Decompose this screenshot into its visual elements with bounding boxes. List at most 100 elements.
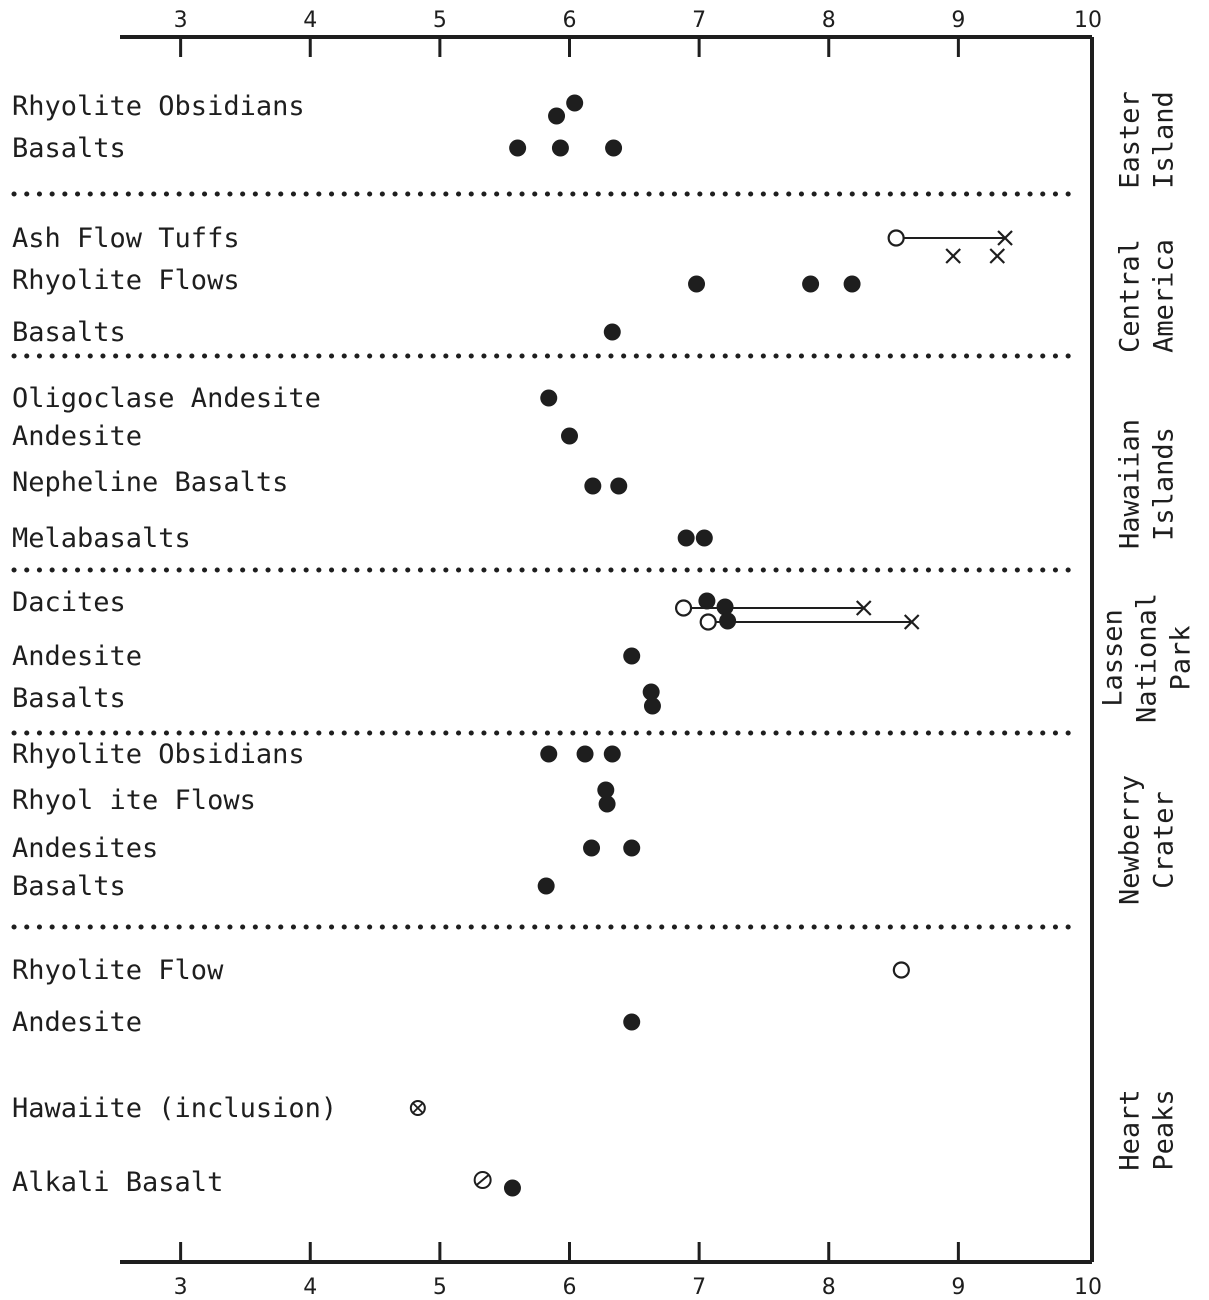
data-point-filled (719, 612, 737, 630)
cross-stroke (855, 600, 872, 616)
top-tick-label: 6 (563, 8, 577, 33)
region-label: Crater (1149, 791, 1180, 889)
data-point-filled (623, 1013, 641, 1031)
data-point-filled (537, 877, 555, 895)
row-label: Hawaiite (inclusion) (12, 1093, 337, 1124)
region-label: National (1132, 593, 1163, 723)
data-point-filled (597, 781, 615, 799)
row-label: Basalts (12, 871, 126, 902)
bottom-tick-label: 8 (822, 1275, 836, 1300)
top-tick-label: 3 (174, 8, 188, 33)
top-tick-label: 4 (303, 8, 317, 33)
data-point-filled (843, 275, 861, 293)
data-point-open (674, 599, 693, 617)
data-point-cross (989, 248, 1006, 264)
row-label: Rhyolite Obsidians (12, 739, 305, 770)
row-label: Oligoclase Andesite (12, 383, 321, 414)
data-point-open (699, 613, 717, 631)
region-labels: Easter Island Central America Hawaiian Island… (1098, 91, 1197, 1170)
cross-stroke (997, 230, 1013, 246)
row-label: Andesites (12, 833, 158, 864)
region-label: Island (1149, 91, 1180, 189)
region-label: Lassen (1098, 609, 1129, 707)
data-point-filled (603, 745, 621, 763)
bottom-tick-label: 7 (692, 1275, 706, 1300)
row-label: Basalts (12, 683, 126, 714)
data-point-open (892, 961, 910, 979)
data-point-filled (677, 529, 695, 547)
bottom-tick-label: 10 (1074, 1275, 1102, 1300)
data-point-filled (566, 94, 584, 112)
data-point-filled (603, 323, 621, 341)
cross-stroke (989, 248, 1006, 264)
data-point-filled (583, 839, 601, 857)
row-label: Basalts (12, 317, 126, 348)
row-label: Rhyol ite Flows (12, 785, 256, 816)
row-label: Andesite (12, 421, 142, 452)
data-point-filled (598, 795, 616, 813)
top-tick-label: 8 (822, 8, 836, 33)
data-point-cross (903, 614, 920, 630)
data-point-slashed-circle (473, 1171, 492, 1189)
region-label: America (1149, 239, 1180, 353)
data-point-filled (695, 529, 713, 547)
region-label: Peaks (1149, 1089, 1180, 1170)
region-label: Newberry (1115, 775, 1146, 905)
bottom-tick-label: 3 (174, 1275, 188, 1300)
data-point-filled (584, 477, 602, 495)
bottom-tick-label: 9 (951, 1275, 965, 1300)
data-point-filled (548, 107, 566, 125)
row-label: Ash Flow Tuffs (12, 223, 240, 254)
data-point-filled (802, 275, 820, 293)
data-point-filled (509, 139, 527, 157)
data-point-cross (855, 600, 872, 616)
data-point-filled (605, 139, 623, 157)
plot-frame (120, 35, 1094, 1264)
data-point-filled (642, 683, 660, 701)
data-point-filled (551, 139, 569, 157)
slash-stroke (476, 1174, 490, 1186)
data-point-filled (576, 745, 594, 763)
top-tick-label: 9 (951, 8, 965, 33)
data-point-crossed-circle (409, 1100, 426, 1116)
top-tick-label: 7 (692, 8, 706, 33)
data-points (409, 94, 1013, 1197)
bottom-tick-label: 5 (433, 1275, 447, 1300)
row-label: Andesite (12, 641, 142, 672)
data-point-filled (623, 647, 641, 665)
cross-stroke (412, 1102, 424, 1114)
bottom-axis: 3 4 5 6 7 8 9 10 (174, 1242, 1102, 1300)
data-point-filled (610, 477, 628, 495)
bottom-tick-label: 4 (303, 1275, 317, 1300)
cross-stroke (903, 614, 920, 630)
region-label: Hawaiian (1115, 419, 1146, 549)
row-label: Rhyolite Flows (12, 265, 240, 296)
data-point-open (887, 229, 905, 247)
region-label: Heart (1115, 1089, 1146, 1170)
range-lines (683, 237, 1006, 623)
data-point-filled (643, 697, 661, 715)
data-point-filled (688, 275, 706, 293)
data-point-filled (623, 839, 641, 857)
region-label: Easter (1115, 91, 1146, 189)
row-labels: Rhyolite Obsidians Basalts Ash Flow Tuffs R… (12, 91, 337, 1198)
data-point-cross (997, 230, 1013, 246)
data-point-filled (503, 1179, 521, 1197)
group-dividers (11, 191, 1079, 930)
row-label: Melabasalts (12, 523, 191, 554)
data-point-filled (540, 745, 558, 763)
row-label: Rhyolite Flow (12, 955, 224, 986)
region-label: Islands (1149, 427, 1180, 541)
data-point-filled (561, 427, 578, 445)
row-label: Basalts (12, 133, 126, 164)
data-point-filled (716, 598, 734, 616)
region-label: Park (1166, 625, 1197, 690)
row-label: Dacites (12, 587, 126, 618)
row-label: Nepheline Basalts (12, 467, 288, 498)
row-label: Rhyolite Obsidians (12, 91, 305, 122)
top-tick-label: 10 (1074, 8, 1102, 33)
data-point-cross (945, 248, 961, 264)
row-label: Andesite (12, 1007, 142, 1038)
data-point-filled (698, 592, 716, 610)
